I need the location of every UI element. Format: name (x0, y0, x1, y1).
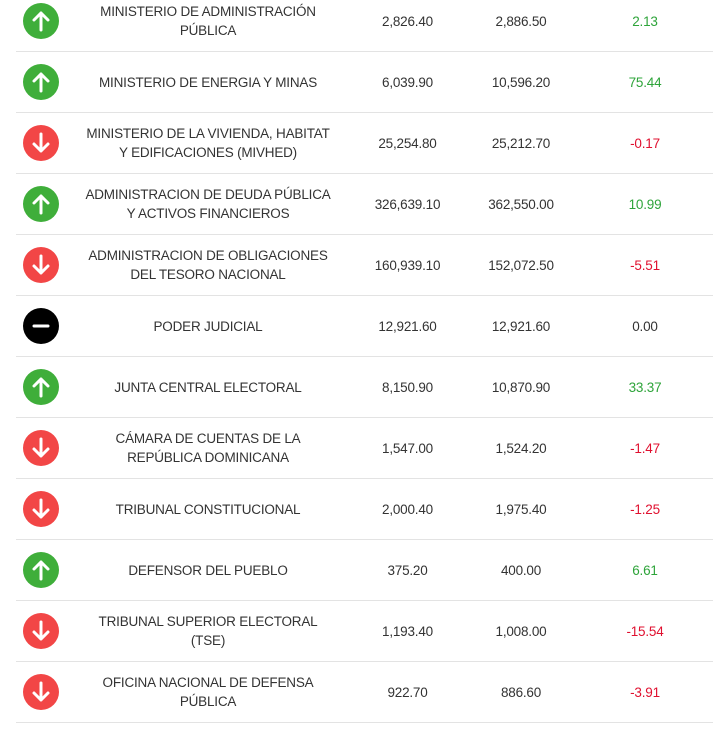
table-row: MINISTERIO DE ENERGIA Y MINAS 6,039.90 10,… (16, 52, 713, 113)
entity-name: PODER JUDICIAL (153, 318, 263, 334)
value-2: 152,072.50 (488, 257, 554, 273)
trend-icon (15, 308, 66, 344)
value-1: 375.20 (387, 562, 428, 578)
trend-icon (15, 674, 66, 710)
trend-icon-graphic (22, 247, 59, 283)
value-2: 1,008.00 (495, 623, 547, 639)
entity-name: TRIBUNAL SUPERIOR ELECTORAL (TSE) (98, 614, 318, 648)
value-2: 1,975.40 (495, 501, 547, 517)
entity-name: OFICINA NACIONAL DE DEFENSA PÚBLICA (102, 675, 314, 709)
table-row: ADMINISTRACION DE DEUDA PÚBLICA Y ACTIVO… (16, 174, 713, 235)
trend-icon-graphic (22, 613, 59, 649)
table-row: PODER JUDICIAL 12,921.60 12,921.60 0.00 (16, 296, 713, 357)
value-1: 1,547.00 (382, 440, 433, 456)
value-1: 6,039.90 (382, 74, 433, 90)
trend-icon (15, 64, 66, 100)
value-2: 886.60 (500, 684, 542, 700)
trend-icon (15, 3, 66, 39)
value-1: 2,000.40 (382, 501, 433, 517)
entity-name: ADMINISTRACION DE OBLIGACIONES DEL TESOR… (88, 248, 328, 282)
trend-icon (15, 125, 66, 161)
change: -15.54 (626, 623, 664, 639)
change: 33.37 (628, 379, 662, 395)
trend-icon-graphic (22, 674, 59, 710)
value-1: 160,939.10 (374, 257, 441, 273)
entity-name: TRIBUNAL CONSTITUCIONAL (115, 501, 301, 517)
table-row: ADMINISTRACION DE OBLIGACIONES DEL TESOR… (16, 235, 713, 296)
trend-icon (15, 186, 66, 222)
change: 6.61 (632, 562, 658, 578)
value-1: 922.70 (387, 684, 428, 700)
value-2: 10,596.20 (491, 74, 551, 90)
value-2: 2,886.50 (495, 13, 547, 29)
trend-icon (15, 247, 66, 283)
table-row: MINISTERIO DE ADMINISTRACIÓN PÚBLICA 2,82… (16, 0, 713, 52)
trend-icon (15, 552, 66, 588)
trend-icon-graphic (22, 3, 59, 39)
value-2: 362,550.00 (488, 196, 554, 212)
trend-icon-graphic (22, 430, 59, 466)
entity-name: MINISTERIO DE ADMINISTRACIÓN PÚBLICA (100, 4, 316, 38)
value-1: 8,150.90 (382, 379, 433, 395)
trend-icon (15, 430, 66, 466)
change: 2.13 (632, 13, 658, 29)
trend-icon (15, 369, 66, 405)
change: -1.47 (630, 440, 660, 456)
change: -0.17 (630, 135, 660, 151)
trend-icon-graphic (22, 308, 59, 344)
value-2: 400.00 (500, 562, 542, 578)
trend-icon-graphic (22, 491, 59, 527)
table-row: TRIBUNAL SUPERIOR ELECTORAL (TSE) 1,193.4… (16, 601, 713, 662)
change: 0.00 (632, 318, 658, 334)
change: -3.91 (630, 684, 660, 700)
entity-name: DEFENSOR DEL PUEBLO (128, 562, 288, 578)
entity-name: MINISTERIO DE ENERGIA Y MINAS (99, 74, 317, 90)
trend-icon-graphic (22, 552, 59, 588)
entity-name: MINISTERIO DE LA VIVIENDA, HABITAT Y EDI… (86, 126, 330, 160)
value-2: 10,870.90 (491, 379, 551, 395)
trend-icon (15, 491, 66, 527)
value-2: 1,524.20 (495, 440, 547, 456)
entity-name: CÁMARA DE CUENTAS DE LA REPÚBLICA DOMINI… (115, 431, 301, 465)
table-row: CÁMARA DE CUENTAS DE LA REPÚBLICA DOMINI… (16, 418, 713, 479)
entity-name: JUNTA CENTRAL ELECTORAL (114, 379, 302, 395)
change: 75.44 (628, 74, 662, 90)
change: -5.51 (630, 257, 660, 273)
table-row: DEFENSOR DEL PUEBLO 375.20 400.00 6.61 (16, 540, 713, 601)
value-1: 12,921.60 (378, 318, 437, 334)
value-1: 1,193.40 (382, 623, 433, 639)
value-2: 12,921.60 (491, 318, 551, 334)
trend-icon-graphic (22, 186, 59, 222)
value-2: 25,212.70 (491, 135, 551, 151)
trend-icon (15, 613, 66, 649)
table-row: MINISTERIO DE LA VIVIENDA, HABITAT Y EDI… (16, 113, 713, 174)
entity-name: ADMINISTRACION DE DEUDA PÚBLICA Y ACTIVO… (85, 187, 331, 221)
table: MINISTERIO DE ADMINISTRACIÓN PÚBLICA 2,82… (16, 0, 713, 723)
trend-icon-graphic (22, 369, 59, 405)
table-row: TRIBUNAL CONSTITUCIONAL 2,000.40 1,975.40 -… (16, 479, 713, 540)
table-row: JUNTA CENTRAL ELECTORAL 8,150.90 10,870.90… (16, 357, 713, 418)
trend-icon-graphic (22, 125, 59, 161)
trend-icon-graphic (22, 64, 59, 100)
value-1: 326,639.10 (374, 196, 441, 212)
table-row: OFICINA NACIONAL DE DEFENSA PÚBLICA 922.7… (16, 662, 713, 723)
value-1: 2,826.40 (382, 13, 433, 29)
change: -1.25 (630, 501, 660, 517)
change: 10.99 (628, 196, 662, 212)
value-1: 25,254.80 (378, 135, 437, 151)
